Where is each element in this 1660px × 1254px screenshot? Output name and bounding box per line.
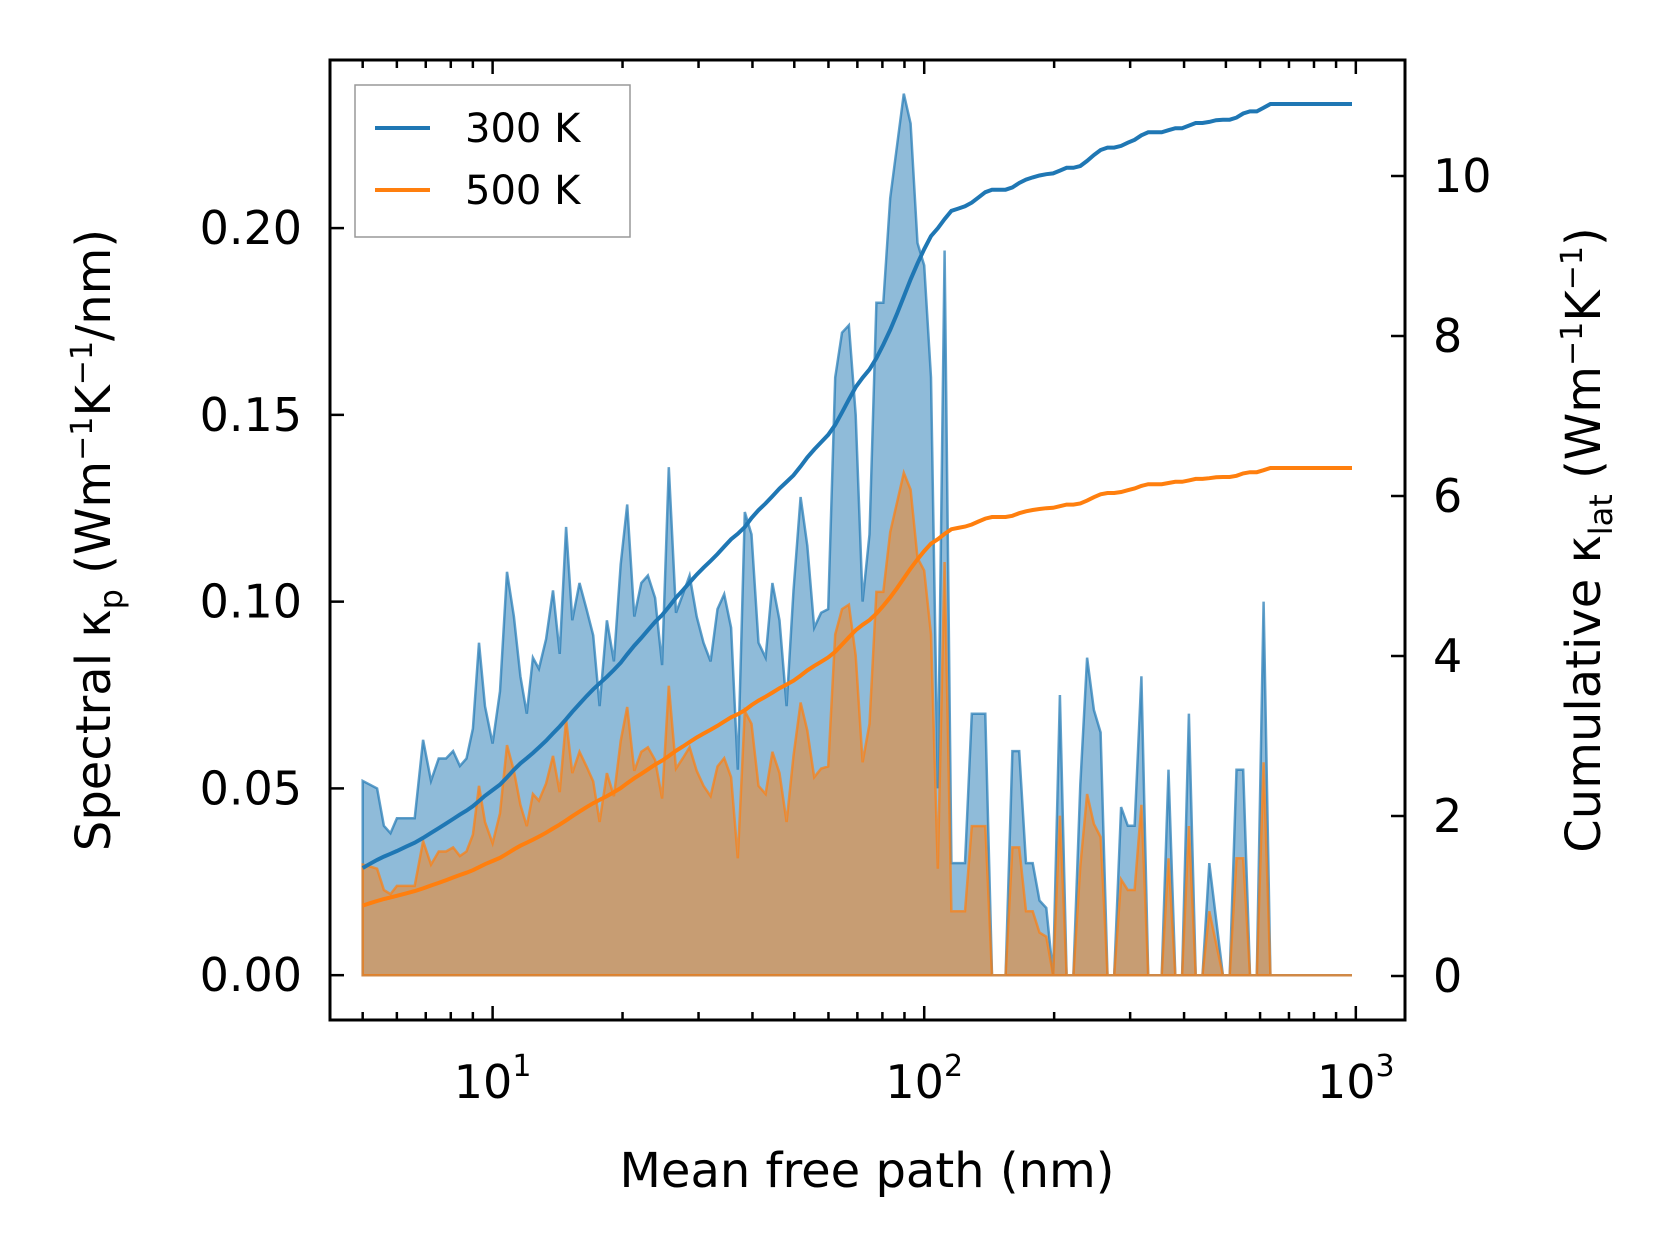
cumulative-line-500k xyxy=(362,466,1352,908)
axis-ticks: 101 102 103 0.00 0.05 0.10 0.15 0.20 0 2 4 6 8 10 xyxy=(200,60,1492,1109)
left-axis-label-mid1: (Wm xyxy=(66,461,122,589)
right-axis-label-post: ) xyxy=(1556,227,1612,246)
right-axis-label-mid2: K xyxy=(1556,289,1612,322)
y-left-tick-label: 0.15 xyxy=(200,388,302,442)
left-axis-label-sub: p xyxy=(92,589,130,609)
plot-frame xyxy=(328,58,1407,1022)
y-left-tick-label: 0.05 xyxy=(200,761,302,815)
left-axis-label-pre: Spectral κ xyxy=(66,609,122,851)
x-tick-label: 103 xyxy=(1317,1049,1395,1109)
legend-label-500k: 500 K xyxy=(465,168,582,214)
spectral-area-300k xyxy=(361,93,1352,977)
x-axis-label: Mean free path (nm) xyxy=(620,1143,1115,1199)
y-left-tick-label: 0.20 xyxy=(200,201,302,255)
y-left-tick-label: 0.00 xyxy=(200,948,302,1002)
left-axis-label-sup1: −1 xyxy=(65,417,100,461)
right-axis-label-sup1: −1 xyxy=(1555,322,1590,366)
y-left-tick-label: 0.10 xyxy=(200,575,302,629)
left-axis-label-sup2: −1 xyxy=(65,341,100,385)
spectral-areas xyxy=(361,93,1352,977)
y-right-tick-label: 0 xyxy=(1433,949,1462,1003)
series-lines xyxy=(361,102,1352,908)
cumulative-line-300k xyxy=(361,102,1352,870)
right-axis-label-sup2: −1 xyxy=(1555,246,1590,290)
y-right-tick-label: 6 xyxy=(1433,469,1462,523)
y-right-tick-label: 2 xyxy=(1433,789,1462,843)
y-right-tick-label: 10 xyxy=(1433,149,1492,203)
y-right-tick-label: 4 xyxy=(1433,629,1462,683)
x-tick-label: 102 xyxy=(885,1049,963,1109)
right-axis-label-mid1: (Wm xyxy=(1556,366,1612,494)
left-axis-label: Spectral κp (Wm−1K−1/nm) xyxy=(65,229,130,851)
right-axis-label-sub: lat xyxy=(1582,494,1620,535)
legend: 300 K 500 K xyxy=(354,84,631,238)
left-axis-label-post: /nm) xyxy=(66,229,122,341)
left-axis-label-mid2: K xyxy=(66,384,122,417)
spectral-area-500k xyxy=(361,468,1352,977)
legend-box xyxy=(354,84,631,238)
y-right-tick-label: 8 xyxy=(1433,309,1462,363)
right-axis-label: Cumulative κlat (Wm−1K−1) xyxy=(1555,227,1620,852)
legend-label-300k: 300 K xyxy=(465,106,582,152)
right-axis-label-pre: Cumulative κ xyxy=(1556,535,1612,853)
x-tick-label: 101 xyxy=(454,1049,532,1109)
